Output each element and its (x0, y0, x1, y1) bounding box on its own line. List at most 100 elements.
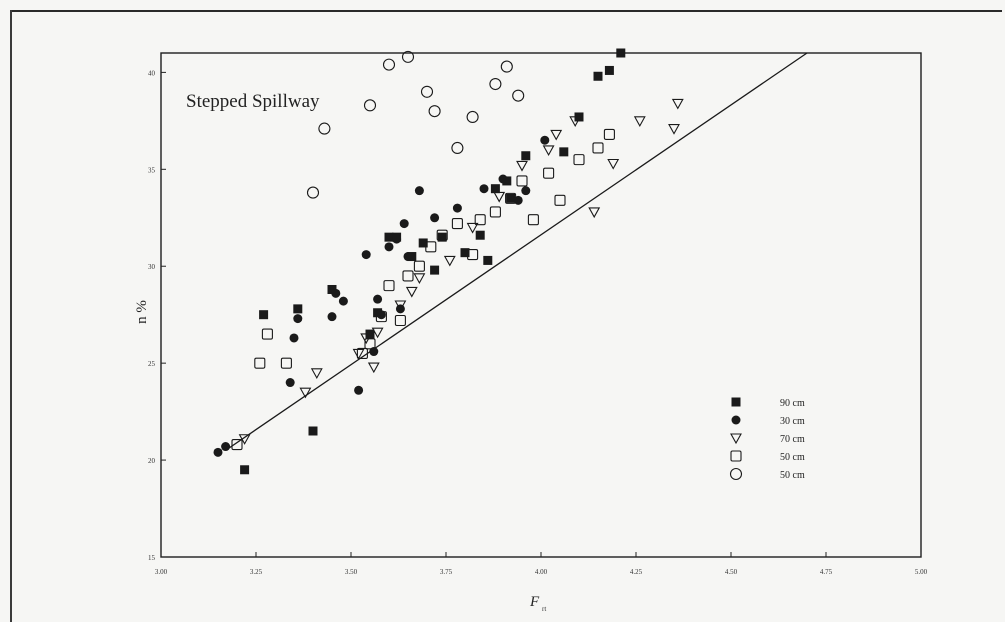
data-point (543, 167, 555, 179)
data-point (306, 186, 320, 199)
data-point (213, 447, 223, 457)
chart-title: Stepped Spillway (186, 91, 320, 112)
y-tick-label: 30 (148, 263, 156, 271)
data-point (474, 214, 486, 226)
data-point (467, 249, 479, 261)
data-point (338, 296, 348, 306)
data-point (490, 184, 500, 194)
data-point (573, 154, 585, 166)
data-point (489, 206, 501, 218)
data-point (521, 151, 531, 161)
data-point (436, 229, 448, 241)
axis-ticks: 3.00 3.25 3.50 3.75 4.00 4.25 4.50 4.75 5.00 15 20… (148, 69, 928, 576)
data-point (437, 232, 447, 242)
data-point (540, 135, 550, 145)
data-point (420, 85, 434, 98)
data-point (254, 357, 266, 369)
data-point (418, 238, 428, 248)
data-point (506, 193, 516, 203)
data-point (633, 116, 646, 127)
data-point (569, 116, 582, 127)
data-point (593, 71, 603, 81)
legend-label: 70 cm (780, 434, 805, 445)
data-point (261, 328, 273, 340)
y-axis-title: n % (134, 300, 150, 324)
data-point (603, 128, 615, 140)
data-point (516, 160, 528, 172)
x-tick-label: 3.25 (250, 568, 263, 576)
fit-line-group (225, 52, 808, 451)
data-point (451, 218, 463, 230)
data-point (384, 242, 394, 252)
data-point (413, 260, 425, 272)
plot-border (160, 52, 922, 558)
data-point (238, 434, 251, 445)
x-tick-label: 4.25 (630, 568, 643, 576)
data-point (512, 89, 525, 102)
data-point (331, 288, 341, 298)
left-rule (10, 10, 12, 622)
legend-label: 50 cm (780, 452, 805, 463)
x-tick-label: 4.75 (820, 568, 833, 576)
data-point (363, 99, 377, 112)
x-tick-label: 5.00 (915, 568, 928, 576)
data-point (392, 234, 402, 244)
data-point (498, 174, 508, 184)
data-point (394, 314, 406, 327)
data-point (384, 232, 394, 242)
data-point (376, 310, 386, 320)
fit-line (225, 52, 808, 451)
data-point (527, 214, 539, 226)
data-point (293, 304, 303, 314)
data-point (604, 65, 614, 75)
legend-marker (729, 467, 743, 481)
data-point (280, 357, 292, 369)
y-tick-label: 35 (148, 166, 156, 174)
data-point (616, 48, 626, 58)
data-point (443, 255, 456, 267)
legend-marker (731, 397, 741, 407)
x-tick-label: 4.50 (725, 568, 738, 576)
series-1 (240, 48, 626, 475)
x-tick-label: 4.00 (535, 568, 548, 576)
data-point (240, 465, 250, 475)
data-point (364, 338, 376, 350)
data-point (318, 122, 331, 135)
plot-frame (160, 52, 922, 558)
x-axis-title-subscript: rt (542, 605, 546, 613)
data-point (542, 145, 555, 157)
data-point (425, 241, 437, 253)
data-point (521, 186, 531, 196)
x-tick-label: 3.50 (345, 568, 358, 576)
data-point (516, 175, 528, 187)
x-tick-label: 3.00 (155, 568, 168, 576)
data-point (428, 105, 441, 118)
legend-label: 50 cm (780, 470, 805, 481)
data-point (373, 294, 383, 304)
series-5 (306, 50, 525, 199)
data-point (371, 327, 384, 339)
x-tick-label: 3.75 (440, 568, 453, 576)
data-point (394, 300, 407, 312)
series-2 (213, 135, 550, 457)
data-points (213, 48, 684, 475)
data-point (554, 194, 566, 206)
data-point (668, 124, 680, 135)
data-point (475, 230, 485, 240)
data-point (466, 110, 479, 124)
data-point (413, 273, 426, 284)
legend-marker (731, 415, 741, 425)
legend-label: 90 cm (780, 398, 805, 409)
data-point (327, 312, 337, 322)
data-point (352, 348, 365, 360)
legend-marker (730, 433, 742, 445)
data-point (259, 310, 269, 320)
data-point (479, 184, 489, 194)
legend-marker (730, 450, 742, 462)
data-point (414, 186, 424, 196)
data-point (375, 311, 387, 323)
data-point (493, 191, 506, 203)
data-point (505, 192, 517, 204)
